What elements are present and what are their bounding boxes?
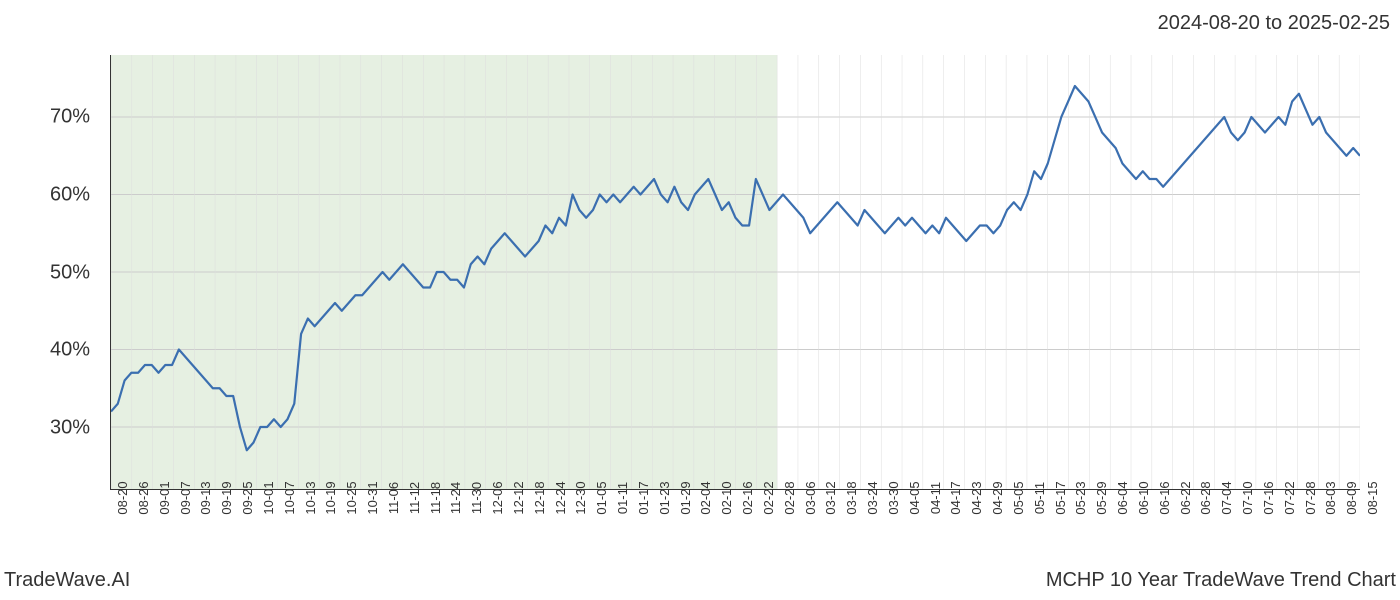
x-axis-label: 11-18	[428, 482, 443, 514]
y-axis-label: 40%	[50, 339, 90, 362]
x-axis-label: 09-25	[240, 481, 255, 514]
x-axis-label: 06-10	[1136, 481, 1151, 514]
x-axis-label: 08-03	[1323, 481, 1338, 514]
x-axis-label: 08-20	[115, 481, 130, 514]
x-axis-label: 05-17	[1053, 481, 1068, 514]
x-axis-label: 03-24	[865, 481, 880, 514]
x-axis-label: 11-12	[407, 482, 422, 514]
x-axis-label: 11-30	[469, 482, 484, 514]
x-axis-label: 04-23	[969, 481, 984, 514]
x-axis-label: 07-16	[1261, 481, 1276, 514]
x-axis-label: 07-10	[1240, 481, 1255, 514]
x-axis-label: 09-19	[219, 481, 234, 514]
x-axis-label: 05-23	[1073, 481, 1088, 514]
x-axis-label: 10-25	[344, 481, 359, 514]
x-axis-label: 02-04	[698, 481, 713, 514]
x-axis-label: 06-04	[1115, 481, 1130, 514]
x-axis-label: 08-26	[136, 481, 151, 514]
x-axis-label: 01-23	[657, 481, 672, 514]
x-axis-label: 04-17	[948, 481, 963, 514]
footer-brand: TradeWave.AI	[4, 569, 130, 592]
x-axis-label: 05-11	[1032, 482, 1047, 514]
x-axis-label: 11-06	[386, 482, 401, 514]
x-axis-label: 12-06	[490, 481, 505, 514]
chart-plot-area	[110, 55, 1360, 490]
x-axis-label: 10-19	[323, 481, 338, 514]
x-axis-label: 02-10	[719, 481, 734, 514]
y-axis-label: 70%	[50, 106, 90, 129]
x-axis-label: 04-05	[907, 481, 922, 514]
x-axis-label: 09-01	[157, 481, 172, 514]
y-axis-label: 30%	[50, 416, 90, 439]
x-axis-label: 10-13	[303, 481, 318, 514]
x-axis-label: 03-12	[823, 481, 838, 514]
y-axis-label: 50%	[50, 261, 90, 284]
x-axis-label: 01-17	[636, 481, 651, 514]
x-axis-label: 02-16	[740, 481, 755, 514]
x-axis-label: 08-15	[1365, 481, 1380, 514]
x-axis-label: 05-29	[1094, 481, 1109, 514]
x-axis-label: 03-06	[803, 481, 818, 514]
x-axis-label: 02-28	[782, 481, 797, 514]
x-axis-label: 02-22	[761, 481, 776, 514]
x-axis-label: 07-22	[1282, 481, 1297, 514]
x-axis-label: 01-11	[615, 482, 630, 514]
x-axis-label: 08-09	[1344, 481, 1359, 514]
x-axis-label: 10-31	[365, 481, 380, 514]
x-axis-label: 01-29	[678, 481, 693, 514]
x-axis-label: 06-22	[1178, 481, 1193, 514]
x-axis-label: 12-24	[553, 481, 568, 514]
x-axis-label: 03-18	[844, 481, 859, 514]
x-axis-label: 06-28	[1198, 481, 1213, 514]
x-axis-label: 04-29	[990, 481, 1005, 514]
x-axis-label: 05-05	[1011, 481, 1026, 514]
x-axis-label: 10-01	[261, 481, 276, 514]
x-axis-label: 09-07	[178, 481, 193, 514]
x-axis-label: 03-30	[886, 481, 901, 514]
x-axis-label: 12-30	[573, 481, 588, 514]
date-range-label: 2024-08-20 to 2025-02-25	[1158, 12, 1390, 35]
x-axis-label: 10-07	[282, 481, 297, 514]
y-axis-label: 60%	[50, 183, 90, 206]
x-axis-label: 01-05	[594, 481, 609, 514]
chart-svg	[111, 55, 1360, 489]
x-axis-label: 11-24	[448, 482, 463, 514]
x-axis-label: 12-12	[511, 481, 526, 514]
y-axis: 30% 40% 50% 60% 70%	[0, 55, 100, 490]
x-axis-label: 12-18	[532, 481, 547, 514]
footer-chart-title: MCHP 10 Year TradeWave Trend Chart	[1046, 569, 1396, 592]
x-axis-label: 07-28	[1303, 481, 1318, 514]
x-axis-label: 06-16	[1157, 481, 1172, 514]
x-axis-label: 04-11	[928, 482, 943, 514]
x-axis-label: 09-13	[198, 481, 213, 514]
x-axis: 08-2008-2609-0109-0709-1309-1909-2510-01…	[110, 498, 1360, 568]
x-axis-label: 07-04	[1219, 481, 1234, 514]
